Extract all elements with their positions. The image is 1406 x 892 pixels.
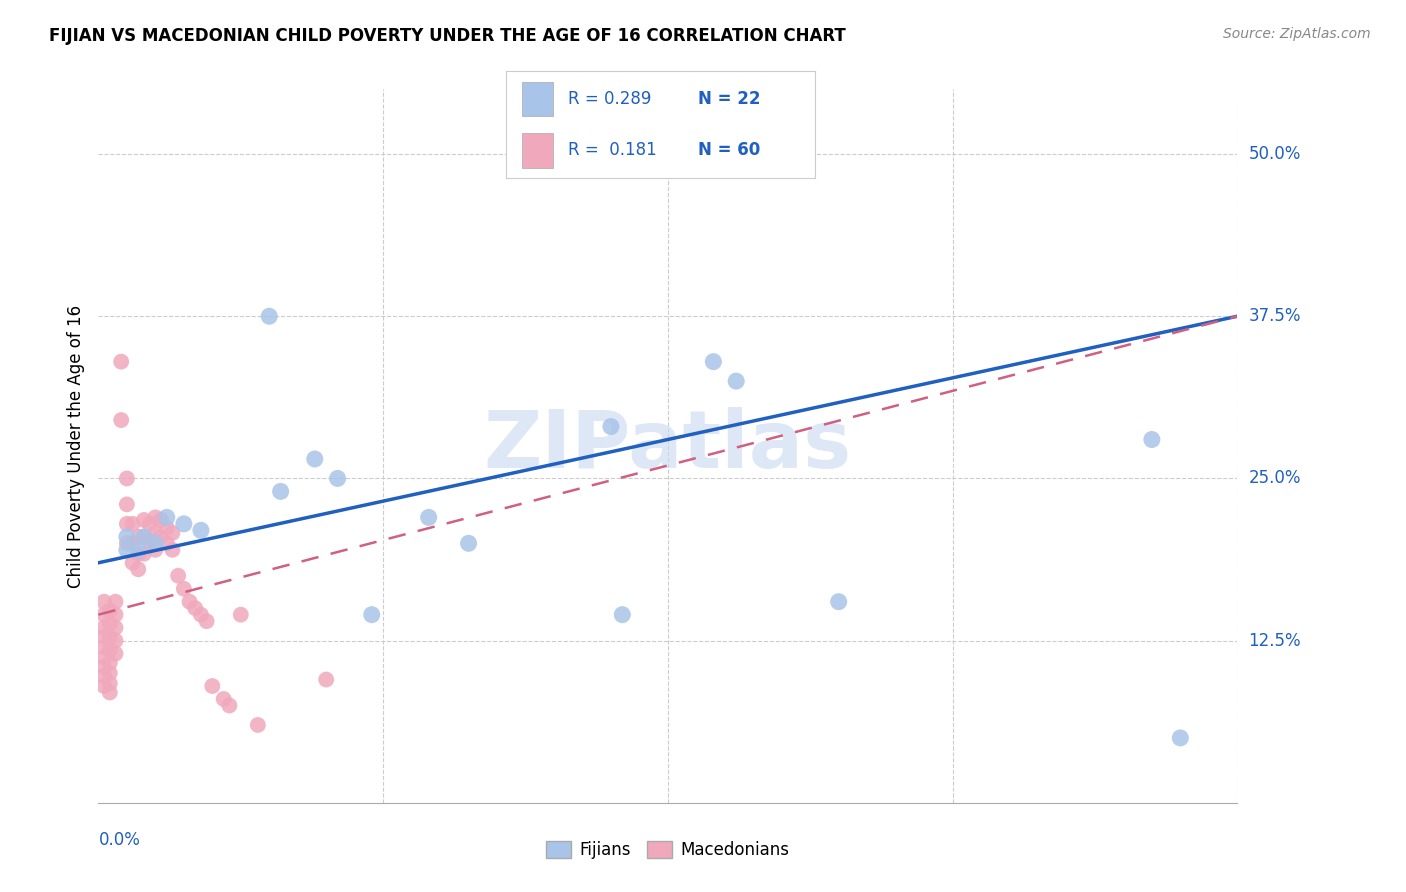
Point bbox=[138, 516, 160, 531]
Text: 25.0%: 25.0% bbox=[1249, 469, 1301, 487]
Point bbox=[132, 547, 155, 561]
Point bbox=[104, 633, 127, 648]
Point bbox=[93, 650, 115, 665]
Point bbox=[115, 530, 138, 544]
Point bbox=[246, 718, 269, 732]
Point bbox=[326, 471, 349, 485]
Point bbox=[115, 471, 138, 485]
Point bbox=[162, 542, 184, 557]
Text: N = 22: N = 22 bbox=[697, 90, 761, 108]
Text: R =  0.181: R = 0.181 bbox=[568, 141, 657, 159]
Point bbox=[190, 524, 212, 538]
Legend: Fijians, Macedonians: Fijians, Macedonians bbox=[540, 834, 796, 866]
Point bbox=[145, 525, 167, 540]
Point bbox=[104, 607, 127, 622]
Point bbox=[259, 310, 281, 324]
Point bbox=[218, 698, 240, 713]
Text: Source: ZipAtlas.com: Source: ZipAtlas.com bbox=[1223, 27, 1371, 41]
Point bbox=[315, 673, 337, 687]
Point bbox=[195, 614, 218, 628]
Point bbox=[121, 536, 143, 550]
Point bbox=[132, 513, 155, 527]
Point bbox=[167, 568, 190, 582]
Point bbox=[457, 536, 479, 550]
Point bbox=[212, 692, 235, 706]
Point bbox=[150, 530, 173, 544]
Point bbox=[360, 607, 382, 622]
Point bbox=[1140, 433, 1163, 447]
Point bbox=[98, 685, 121, 699]
Point bbox=[127, 562, 149, 576]
Point bbox=[115, 497, 138, 511]
Point bbox=[115, 536, 138, 550]
Text: 0.0%: 0.0% bbox=[98, 831, 141, 849]
Point bbox=[270, 484, 292, 499]
Point bbox=[98, 666, 121, 681]
Point bbox=[127, 547, 149, 561]
Point bbox=[145, 510, 167, 524]
Point bbox=[725, 374, 748, 388]
Point bbox=[657, 160, 679, 174]
Text: R = 0.289: R = 0.289 bbox=[568, 90, 651, 108]
Point bbox=[600, 419, 623, 434]
Text: FIJIAN VS MACEDONIAN CHILD POVERTY UNDER THE AGE OF 16 CORRELATION CHART: FIJIAN VS MACEDONIAN CHILD POVERTY UNDER… bbox=[49, 27, 846, 45]
Point bbox=[229, 607, 252, 622]
Y-axis label: Child Poverty Under the Age of 16: Child Poverty Under the Age of 16 bbox=[66, 304, 84, 588]
Point bbox=[132, 530, 155, 544]
Point bbox=[156, 521, 179, 535]
Point bbox=[121, 556, 143, 570]
Text: ZIPatlas: ZIPatlas bbox=[484, 407, 852, 485]
Point bbox=[110, 354, 132, 368]
Point bbox=[150, 513, 173, 527]
Point bbox=[132, 530, 155, 544]
Point bbox=[190, 607, 212, 622]
Point bbox=[110, 413, 132, 427]
Point bbox=[173, 582, 195, 596]
Point bbox=[304, 452, 326, 467]
Point bbox=[93, 668, 115, 682]
Point bbox=[156, 536, 179, 550]
Point bbox=[612, 607, 634, 622]
Text: 50.0%: 50.0% bbox=[1249, 145, 1301, 163]
FancyBboxPatch shape bbox=[522, 82, 553, 116]
Point bbox=[828, 595, 851, 609]
Text: 37.5%: 37.5% bbox=[1249, 307, 1301, 326]
Point bbox=[138, 533, 160, 548]
Point bbox=[93, 659, 115, 673]
FancyBboxPatch shape bbox=[522, 134, 553, 168]
Point bbox=[121, 516, 143, 531]
Point bbox=[156, 510, 179, 524]
Point bbox=[115, 516, 138, 531]
Point bbox=[145, 542, 167, 557]
Point bbox=[145, 536, 167, 550]
Point bbox=[127, 530, 149, 544]
Point bbox=[98, 616, 121, 631]
Point bbox=[201, 679, 224, 693]
Point bbox=[127, 542, 149, 557]
Point bbox=[104, 621, 127, 635]
Point bbox=[93, 595, 115, 609]
Point bbox=[98, 604, 121, 618]
Point bbox=[98, 630, 121, 644]
Point bbox=[98, 656, 121, 670]
Text: N = 60: N = 60 bbox=[697, 141, 761, 159]
Point bbox=[184, 601, 207, 615]
Point bbox=[98, 676, 121, 690]
Point bbox=[179, 595, 201, 609]
Point bbox=[702, 354, 724, 368]
Point bbox=[93, 640, 115, 654]
Point bbox=[104, 647, 127, 661]
Point bbox=[162, 525, 184, 540]
Point bbox=[115, 542, 138, 557]
Point bbox=[104, 595, 127, 609]
Point bbox=[93, 679, 115, 693]
Point bbox=[1170, 731, 1192, 745]
Point bbox=[98, 642, 121, 657]
Point bbox=[418, 510, 440, 524]
Text: 12.5%: 12.5% bbox=[1249, 632, 1301, 649]
Point bbox=[93, 630, 115, 644]
Point bbox=[93, 607, 115, 622]
Point bbox=[93, 621, 115, 635]
Point bbox=[173, 516, 195, 531]
